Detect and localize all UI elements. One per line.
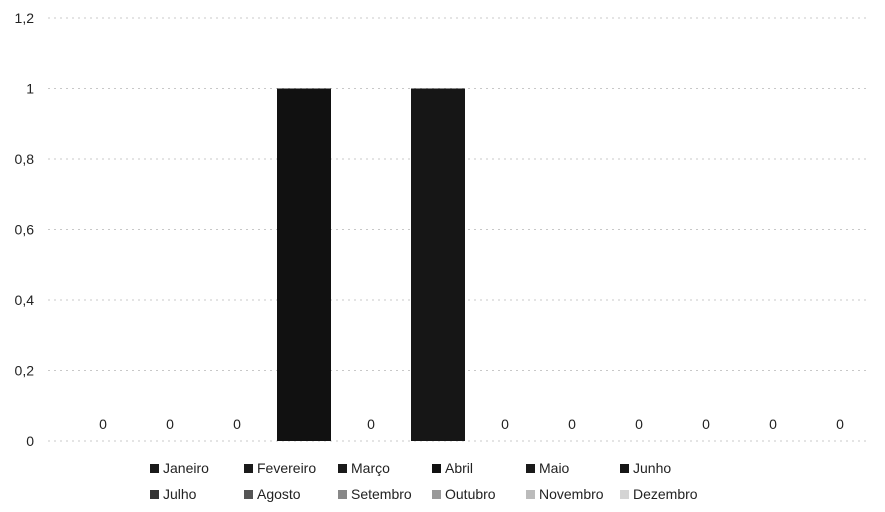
legend-label: Janeiro	[163, 460, 209, 476]
legend-label: Maio	[539, 460, 570, 476]
data-label: 0	[501, 416, 509, 432]
legend-label: Agosto	[257, 486, 301, 502]
legend-item: Maio	[526, 458, 620, 478]
y-tick-label: 1,2	[15, 10, 35, 26]
legend-label: Outubro	[445, 486, 496, 502]
bar-chart: 0 0,2 0,4 0,6 0,8 1 1,2 0 0 0 0 0 0 0 0 0 0	[15, 10, 870, 449]
legend-item: Janeiro	[150, 458, 244, 478]
gridlines	[48, 17, 870, 442]
legend-swatch	[620, 463, 629, 473]
legend-label: Junho	[633, 460, 672, 476]
legend-item: Agosto	[244, 484, 338, 504]
y-tick-label: 1	[26, 81, 34, 97]
legend-label: Setembro	[351, 486, 412, 502]
bar-junho	[411, 88, 465, 441]
y-axis-ticks: 0 0,2 0,4 0,6 0,8 1 1,2	[15, 10, 35, 449]
legend-item: Fevereiro	[244, 458, 338, 478]
legend-label: Novembro	[539, 486, 604, 502]
data-label: 0	[769, 416, 777, 432]
y-tick-label: 0,6	[15, 222, 35, 238]
data-label: 0	[99, 416, 107, 432]
data-label: 0	[568, 416, 576, 432]
legend-item: Dezembro	[620, 484, 714, 504]
legend-swatch	[150, 463, 159, 473]
data-label: 0	[702, 416, 710, 432]
y-tick-label: 0,4	[15, 292, 35, 308]
data-label: 0	[166, 416, 174, 432]
legend-item: Março	[338, 458, 432, 478]
legend-item: Julho	[150, 484, 244, 504]
legend-swatch	[244, 489, 253, 499]
legend-item: Abril	[432, 458, 526, 478]
legend-label: Março	[351, 460, 390, 476]
legend-swatch	[244, 463, 253, 473]
y-tick-label: 0,2	[15, 363, 35, 379]
legend-label: Julho	[163, 486, 197, 502]
legend-swatch	[526, 463, 535, 473]
legend-swatch	[150, 489, 159, 499]
legend-item: Outubro	[432, 484, 526, 504]
legend-swatch	[338, 489, 347, 499]
y-tick-label: 0	[26, 433, 34, 449]
legend-swatch	[338, 463, 347, 473]
legend-label: Fevereiro	[257, 460, 317, 476]
legend-swatch	[432, 489, 441, 499]
bars	[277, 88, 465, 441]
legend-swatch	[432, 463, 441, 473]
data-labels: 0 0 0 0 0 0 0 0 0 0	[99, 416, 844, 432]
bar-abril	[277, 88, 331, 441]
legend-label: Abril	[445, 460, 474, 476]
data-label: 0	[836, 416, 844, 432]
legend-item: Setembro	[338, 484, 432, 504]
data-label: 0	[635, 416, 643, 432]
legend-item: Junho	[620, 458, 714, 478]
data-label: 0	[233, 416, 241, 432]
data-label: 0	[367, 416, 375, 432]
legend-label: Dezembro	[633, 486, 698, 502]
legend-item: Novembro	[526, 484, 620, 504]
legend-swatch	[620, 489, 629, 499]
y-tick-label: 0,8	[15, 151, 35, 167]
chart-legend: Janeiro Fevereiro Março Abril Maio Junho Julho…	[150, 458, 770, 504]
legend-swatch	[526, 489, 535, 499]
